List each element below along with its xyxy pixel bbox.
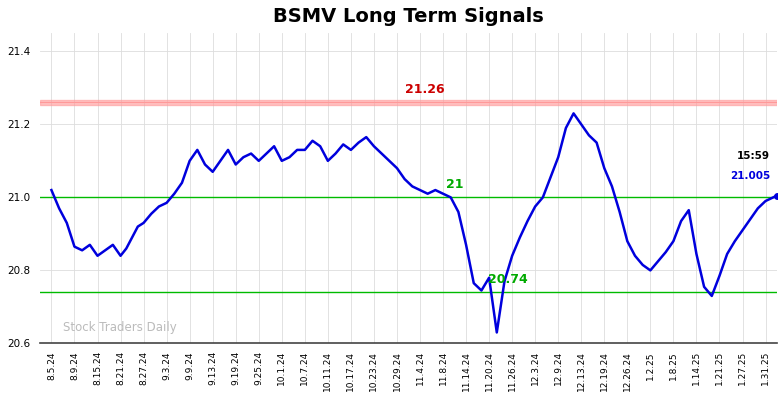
Text: 15:59: 15:59 bbox=[737, 151, 770, 161]
Text: 21: 21 bbox=[446, 178, 463, 191]
Text: Stock Traders Daily: Stock Traders Daily bbox=[63, 321, 176, 334]
Text: 21.26: 21.26 bbox=[405, 83, 445, 96]
Text: 20.74: 20.74 bbox=[488, 273, 528, 286]
Bar bbox=[40, 100, 777, 105]
Title: BSMV Long Term Signals: BSMV Long Term Signals bbox=[273, 7, 544, 26]
Text: 21.005: 21.005 bbox=[730, 171, 770, 181]
